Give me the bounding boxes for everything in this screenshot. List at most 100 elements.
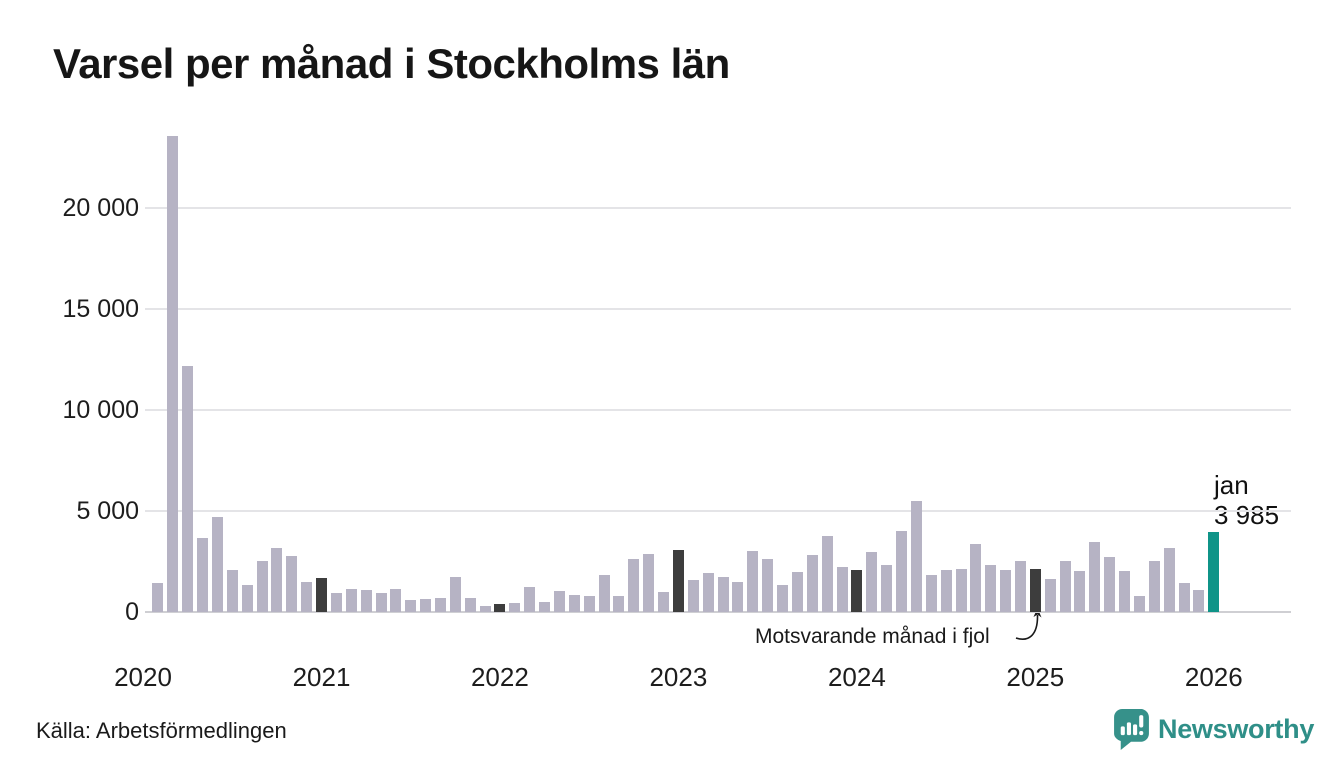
bar — [717, 577, 729, 612]
bar — [643, 553, 655, 612]
bar — [1074, 570, 1086, 612]
bar — [539, 602, 550, 612]
source-label: Källa: Arbetsförmedlingen — [36, 718, 287, 743]
x-axis-year-label: 2023 — [649, 662, 708, 692]
bar — [553, 591, 565, 612]
bar — [613, 596, 625, 612]
bar-january — [1029, 568, 1041, 612]
bar — [1089, 541, 1101, 612]
bar — [182, 365, 194, 612]
bar — [658, 591, 669, 612]
latest-bar-value: 3 985 — [1214, 500, 1280, 530]
bar — [568, 595, 580, 612]
bar — [821, 535, 833, 612]
bar-january — [316, 577, 327, 612]
gridline — [145, 207, 1291, 210]
latest-bar-month: jan — [1214, 470, 1249, 500]
bar — [1119, 570, 1131, 612]
page-title: Varsel per månad i Stockholms län — [53, 40, 730, 87]
bar-january — [672, 549, 684, 612]
bar — [375, 593, 387, 612]
bar — [985, 564, 997, 612]
y-axis-tick-label: 10 000 — [62, 396, 139, 425]
bar — [687, 580, 699, 612]
bar — [301, 581, 313, 612]
bar — [747, 550, 759, 612]
bar-january — [494, 603, 506, 612]
bar — [1014, 561, 1026, 612]
bar — [970, 543, 982, 612]
bar — [286, 555, 298, 612]
bar — [420, 599, 432, 612]
y-axis-tick-label: 5 000 — [76, 497, 139, 526]
gridline — [145, 611, 1291, 613]
x-axis-year-label: 2021 — [292, 662, 351, 692]
bar — [791, 571, 803, 612]
gridline — [145, 510, 1291, 513]
bar-latest — [1208, 531, 1220, 612]
bar — [197, 538, 208, 612]
bar — [1133, 595, 1145, 612]
bar — [226, 569, 238, 612]
y-axis-tick-label: 15 000 — [62, 295, 139, 324]
bar — [360, 589, 372, 612]
bar — [330, 592, 342, 612]
bar-january — [851, 569, 863, 612]
bar — [732, 582, 744, 612]
bar — [345, 588, 357, 612]
bar — [866, 551, 878, 612]
bar — [806, 554, 818, 612]
bar — [925, 574, 937, 612]
bar — [583, 596, 595, 612]
x-axis-year-label: 2020 — [114, 662, 172, 692]
newsworthy-logo[interactable]: Newsworthy — [1114, 709, 1314, 750]
bar — [881, 565, 893, 612]
bar — [241, 584, 253, 612]
bar — [271, 548, 283, 612]
bar — [152, 582, 164, 612]
gridline — [145, 308, 1291, 311]
bar — [896, 531, 907, 612]
bar — [256, 560, 268, 612]
annotation-label: Motsvarande månad i fjol — [755, 625, 990, 648]
bar — [762, 558, 774, 612]
bar — [434, 598, 446, 612]
x-axis-year-label: 2024 — [827, 662, 886, 692]
x-axis-year-label: 2022 — [470, 662, 529, 692]
bar — [405, 599, 417, 612]
bar — [464, 597, 476, 612]
bar — [910, 501, 922, 612]
x-axis-year-label: 2026 — [1184, 662, 1243, 692]
y-axis-tick-label: 20 000 — [62, 194, 139, 223]
bar — [1193, 589, 1205, 612]
bar — [940, 569, 952, 612]
bar — [777, 584, 788, 612]
bar — [1178, 582, 1190, 612]
bar — [1000, 569, 1012, 612]
latest-bar-label: jan 3 985 — [1214, 470, 1279, 530]
bar — [479, 605, 491, 612]
bar — [167, 135, 179, 612]
newsworthy-icon — [1114, 709, 1149, 750]
bar — [390, 588, 402, 612]
bar — [702, 573, 714, 612]
bar — [1104, 556, 1116, 612]
bar — [955, 569, 967, 612]
bar — [524, 587, 536, 612]
bar — [1044, 579, 1056, 612]
bar — [1163, 548, 1175, 612]
bar — [509, 602, 521, 612]
gridline — [145, 409, 1291, 412]
bar — [836, 566, 848, 612]
y-axis-tick-label: 0 — [125, 598, 139, 626]
bar — [449, 577, 461, 612]
bar — [598, 575, 610, 612]
bar — [628, 558, 640, 612]
bar — [211, 517, 223, 612]
x-axis-year-label: 2025 — [1006, 662, 1065, 692]
newsworthy-wordmark: Newsworthy — [1158, 714, 1315, 744]
bar — [1059, 561, 1071, 612]
bar — [1148, 560, 1160, 612]
